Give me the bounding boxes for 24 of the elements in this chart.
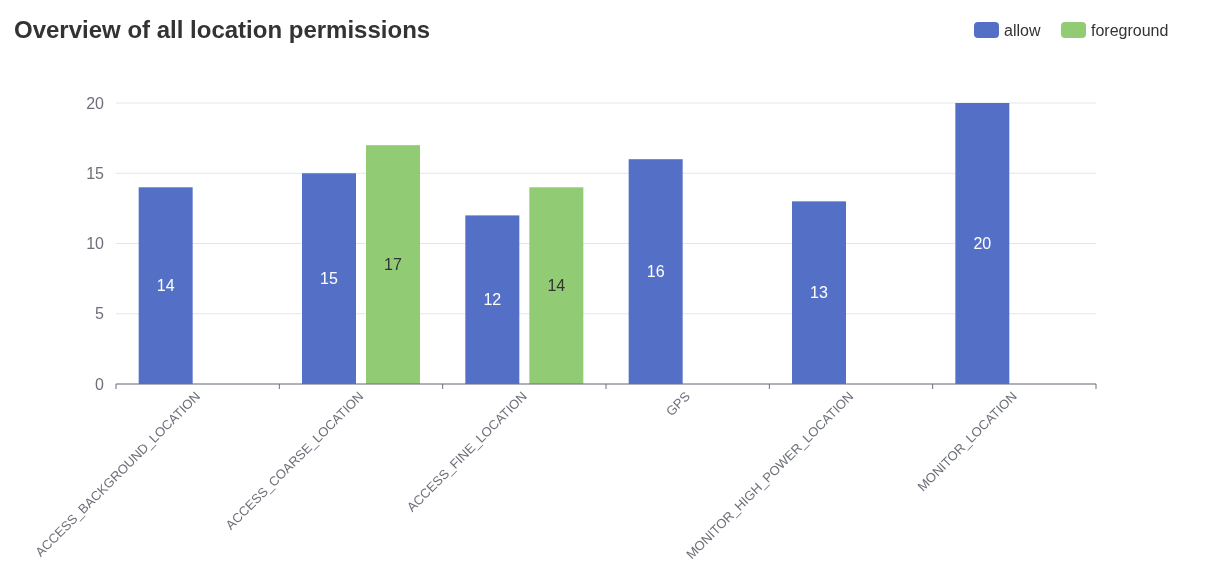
data-label: 15 [320, 270, 338, 288]
data-label: 14 [156, 277, 175, 295]
bar [366, 145, 420, 384]
data-label: 17 [384, 256, 402, 274]
bar [529, 187, 584, 384]
bar [302, 173, 356, 384]
data-label: 12 [483, 291, 502, 309]
y-tick-label: 5 [95, 305, 105, 323]
y-tick-label: 0 [95, 375, 105, 393]
bar [465, 215, 520, 384]
legend-label: allow [1004, 21, 1041, 39]
legend-label: foreground [1091, 21, 1169, 39]
chart-title: Overview of all location permissions [14, 16, 431, 43]
bar [138, 187, 193, 384]
data-label: 14 [547, 277, 566, 295]
bar [628, 159, 683, 384]
y-tick-label: 15 [86, 164, 105, 182]
y-tick-label: 20 [86, 94, 105, 112]
y-tick-label: 10 [86, 235, 105, 253]
bar [792, 201, 846, 384]
bar [955, 103, 1010, 384]
data-label: 20 [973, 235, 992, 253]
data-label: 13 [810, 284, 828, 302]
data-label: 16 [646, 263, 665, 281]
